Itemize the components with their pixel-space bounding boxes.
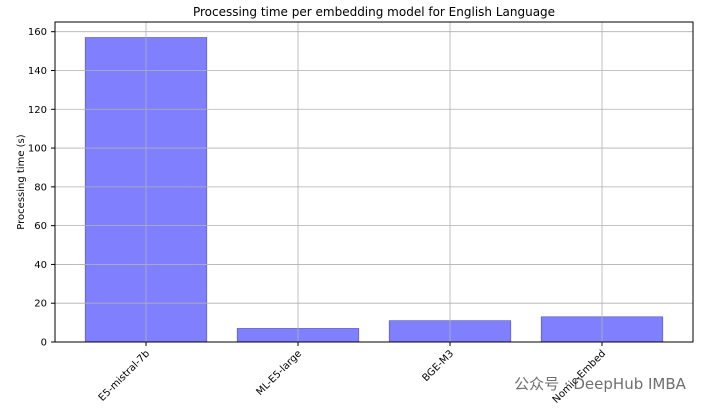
- x-tick-label: BGE-M3: [421, 348, 457, 384]
- x-tick-label: ML-E5-large: [254, 348, 304, 398]
- y-tick-label: 60: [34, 221, 47, 232]
- plot-frame: [54, 21, 694, 343]
- y-tick-label: 120: [28, 105, 47, 116]
- y-tick-label: 20: [34, 299, 47, 310]
- x-tick-label: E5-mistral-7b: [97, 348, 152, 403]
- chart-title: Processing time per embedding model for …: [193, 5, 555, 19]
- watermark: 公众号 · DeepHub IMBA: [514, 375, 687, 393]
- y-axis-label: Processing time (s): [16, 134, 27, 229]
- y-tick-label: 100: [28, 144, 47, 155]
- y-tick-label: 140: [28, 66, 47, 77]
- y-tick-label: 0: [41, 338, 47, 349]
- y-tick-label: 80: [34, 182, 47, 193]
- y-tick-label: 160: [28, 27, 47, 38]
- y-tick-label: 40: [34, 260, 47, 271]
